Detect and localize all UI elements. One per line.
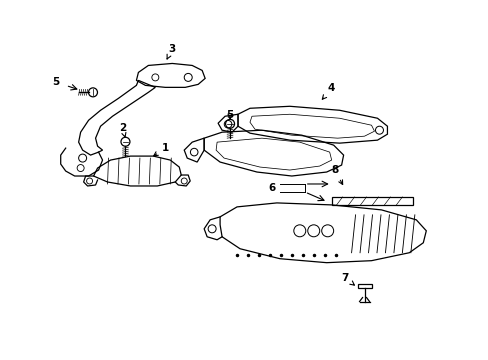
Text: 2: 2 — [119, 123, 126, 137]
Text: 5: 5 — [226, 110, 233, 120]
Bar — [331, 197, 412, 205]
Text: 1: 1 — [153, 143, 168, 156]
Text: 7: 7 — [340, 273, 354, 285]
Text: 4: 4 — [322, 84, 335, 99]
Bar — [357, 284, 371, 288]
Text: 8: 8 — [330, 165, 342, 184]
Text: 5: 5 — [52, 77, 59, 87]
Text: 3: 3 — [166, 44, 176, 59]
Text: 6: 6 — [268, 183, 275, 193]
